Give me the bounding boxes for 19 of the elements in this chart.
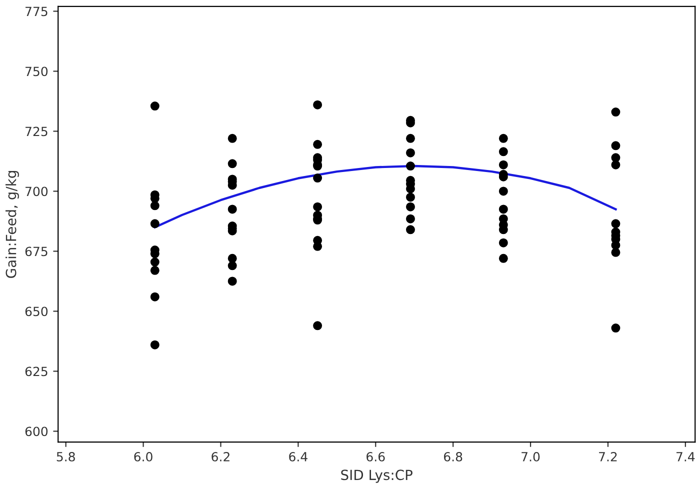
x-tick-label: 6.4 [289, 452, 308, 462]
x-tick-label: 6.6 [366, 452, 385, 462]
y-tick-label: 675 [25, 246, 48, 256]
y-tick-label: 625 [25, 366, 48, 376]
x-tick-label: 6.8 [444, 452, 462, 462]
x-tick-label: 6.0 [134, 452, 152, 462]
x-axis-title: SID Lys:CP [341, 470, 412, 483]
x-tick-label: 5.8 [56, 452, 75, 462]
x-tick-label: 7.2 [599, 452, 617, 462]
y-tick-label: 775 [26, 6, 48, 16]
x-tick-label: 6.2 [212, 452, 230, 462]
y-tick-label: 600 [25, 426, 48, 436]
x-tick-label: 7.4 [676, 452, 695, 462]
y-axis-title: Gain:Feed, g/kg [6, 171, 19, 278]
y-tick-label: 725 [26, 126, 48, 136]
x-tick-label: 7.0 [522, 452, 540, 462]
y-tick-label: 650 [25, 306, 48, 316]
y-tick-label: 750 [26, 66, 48, 76]
y-tick-label: 700 [26, 186, 48, 196]
